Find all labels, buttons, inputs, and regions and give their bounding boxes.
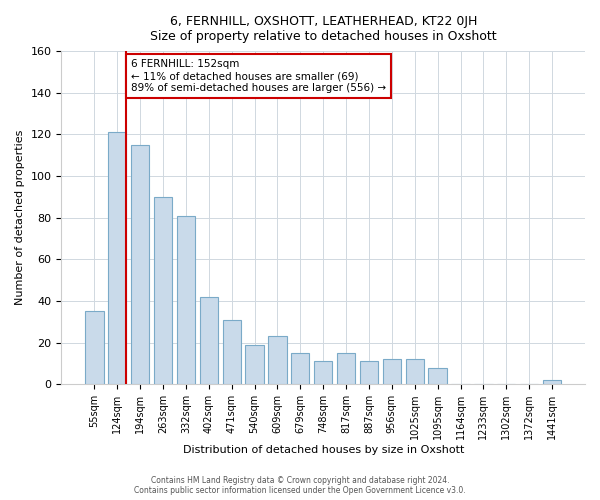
Bar [291,353,310,384]
Bar [406,359,424,384]
Title: 6, FERNHILL, OXSHOTT, LEATHERHEAD, KT22 0JH
Size of property relative to detache: 6, FERNHILL, OXSHOTT, LEATHERHEAD, KT22 … [150,15,497,43]
Bar [337,353,355,384]
Bar [383,359,401,384]
Y-axis label: Number of detached properties: Number of detached properties [15,130,25,306]
Text: Contains HM Land Registry data © Crown copyright and database right 2024.
Contai: Contains HM Land Registry data © Crown c… [134,476,466,495]
Bar [268,336,287,384]
Bar [85,312,104,384]
Bar [428,368,447,384]
Bar [154,197,172,384]
X-axis label: Distribution of detached houses by size in Oxshott: Distribution of detached houses by size … [182,445,464,455]
Bar [314,362,332,384]
Bar [131,145,149,384]
Text: 6 FERNHILL: 152sqm
← 11% of detached houses are smaller (69)
89% of semi-detache: 6 FERNHILL: 152sqm ← 11% of detached hou… [131,60,386,92]
Bar [200,297,218,384]
Bar [360,362,378,384]
Bar [223,320,241,384]
Bar [108,132,127,384]
Bar [543,380,561,384]
Bar [177,216,195,384]
Bar [245,344,264,384]
